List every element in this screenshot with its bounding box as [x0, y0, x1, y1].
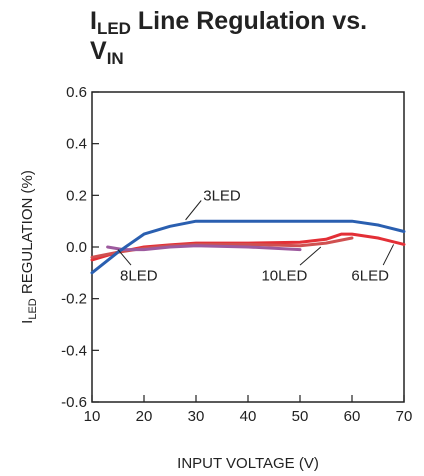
series-line-3led: [90, 219, 406, 275]
annotation-label: 8LED: [120, 267, 158, 284]
x-tick-label: 30: [188, 408, 205, 425]
title-line-2: VIN: [90, 36, 420, 68]
x-tick-label: 40: [240, 408, 257, 425]
x-tick-label: 20: [136, 408, 153, 425]
x-tick-label: 10: [84, 408, 101, 425]
y-tick-label: 0.0: [66, 239, 87, 256]
annotation-label: 3LED: [203, 187, 241, 204]
annotation-label: 10LED: [261, 267, 307, 284]
x-axis-label: INPUT VOLTAGE (V): [177, 455, 319, 472]
y-tick-label: -0.2: [61, 291, 87, 308]
title-line-1: ILED Line Regulation vs.: [90, 6, 420, 38]
annotation-leader: [117, 249, 132, 266]
y-axis-label: ILED REGULATION (%): [19, 170, 39, 324]
annotation-leader: [382, 244, 395, 266]
series-line-10led: [106, 244, 302, 252]
y-tick-label: 0.6: [66, 84, 87, 101]
x-tick-label: 70: [396, 408, 413, 425]
title-text-c: V: [90, 37, 107, 65]
annotation-label: 6LED: [351, 267, 389, 284]
title-text-a: I: [90, 7, 97, 35]
y-tick-label: -0.4: [61, 342, 87, 359]
x-tick-label: 60: [344, 408, 361, 425]
title-text-b: Line Regulation vs.: [130, 7, 368, 35]
y-tick-label: 0.2: [66, 187, 87, 204]
y-tick-label: 0.4: [66, 136, 87, 153]
annotation-leader: [185, 200, 202, 221]
title-subscript: LED: [96, 19, 131, 38]
y-tick-label: -0.6: [61, 394, 87, 411]
chart-title: ILED Line Regulation vs. VIN: [90, 6, 420, 68]
x-tick-label: 50: [292, 408, 309, 425]
title-subscript-2: IN: [106, 49, 124, 68]
annotation-leader: [299, 246, 322, 266]
